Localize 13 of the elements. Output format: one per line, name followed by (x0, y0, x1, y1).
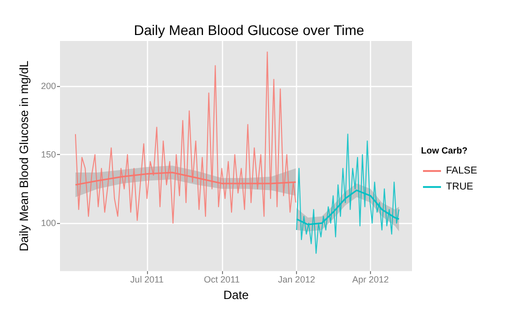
x-axis-title: Date (223, 288, 249, 302)
legend-label: FALSE (446, 166, 478, 176)
x-tick-label: Oct 2011 (204, 274, 240, 285)
y-axis-title: Daily Mean Blood Glucose in mg/dL (17, 60, 31, 252)
legend-title: Low Carb? (421, 146, 468, 156)
x-tick-label: Jul 2011 (130, 274, 164, 285)
y-tick-label: 200 (40, 81, 56, 92)
legend-label: TRUE (446, 182, 474, 192)
x-tick-label: Jan 2012 (278, 274, 316, 285)
y-tick-label: 150 (40, 150, 56, 160)
x-tick-label: Apr 2012 (352, 274, 389, 285)
y-tick-label: 100 (40, 218, 56, 228)
chart-title: Daily Mean Blood Glucose over Time (134, 22, 364, 38)
